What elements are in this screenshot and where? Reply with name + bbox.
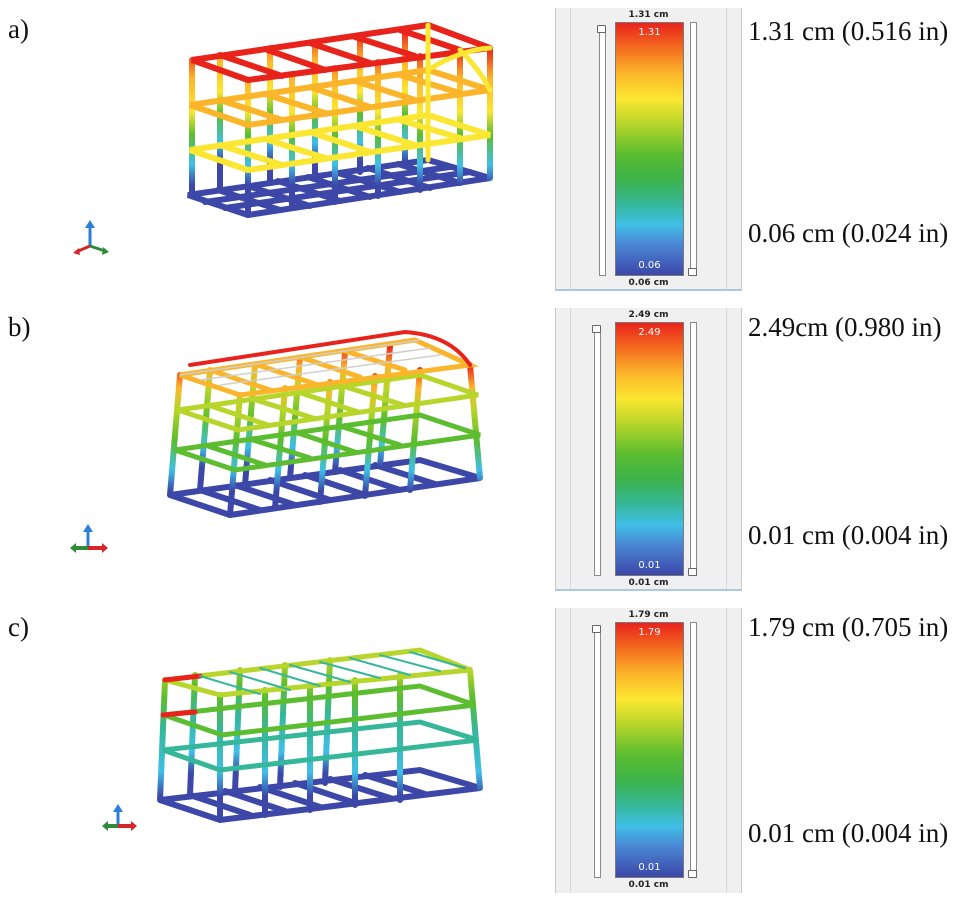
color-legend: 2.49 cm 2.49 0.01 0.01 cm <box>555 308 742 591</box>
legend-bar-max-value: 2.49 <box>638 327 661 338</box>
axis-triad-icon <box>73 220 109 255</box>
legend-slider-left[interactable] <box>594 628 601 878</box>
legend-slider-left-handle[interactable] <box>592 325 601 333</box>
legend-bottom-caption: 0.01 cm <box>628 880 669 890</box>
legend-slider-right-handle[interactable] <box>688 568 697 576</box>
legend-bottom-caption: 0.06 cm <box>628 278 669 288</box>
legend-color-bar: 2.49 0.01 <box>615 322 684 576</box>
legend-slider-left[interactable] <box>599 28 606 276</box>
min-displacement-label: 0.01 cm (0.004 in) <box>748 818 949 848</box>
legend-top-caption: 1.31 cm <box>628 10 669 20</box>
legend-color-bar: 1.79 0.01 <box>615 622 684 878</box>
legend-slider-right[interactable] <box>690 622 697 878</box>
legend-bar-min-value: 0.06 <box>638 260 661 271</box>
min-displacement-label: 0.01 cm (0.004 in) <box>748 520 949 550</box>
legend-bar-min-value: 0.01 <box>638 862 661 873</box>
legend-top-caption: 1.79 cm <box>628 610 669 620</box>
color-legend: 1.79 cm 1.79 0.01 0.01 cm <box>555 608 742 893</box>
panel-label: c) <box>8 612 29 642</box>
legend-slider-right-handle[interactable] <box>688 870 697 878</box>
legend-bar-min-value: 0.01 <box>638 560 661 571</box>
legend-slider-left[interactable] <box>594 328 601 576</box>
panel-c: c) <box>0 600 973 893</box>
legend-slider-right[interactable] <box>690 322 697 576</box>
legend-slider-left-handle[interactable] <box>592 625 601 633</box>
axis-triad-icon <box>102 804 137 831</box>
legend-bar-max-value: 1.79 <box>638 627 661 638</box>
building-frame-model <box>187 21 493 219</box>
legend-bar-max-value: 1.31 <box>638 27 661 38</box>
legend-bottom-caption: 0.01 cm <box>628 578 669 588</box>
max-displacement-label: 1.79 cm (0.705 in) <box>748 612 949 642</box>
min-displacement-label: 0.06 cm (0.024 in) <box>748 218 949 248</box>
axis-triad-icon <box>70 524 108 553</box>
panel-label: b) <box>8 312 31 342</box>
max-displacement-label: 2.49cm (0.980 in) <box>748 312 942 342</box>
legend-slider-right[interactable] <box>690 22 697 276</box>
legend-top-caption: 2.49 cm <box>628 310 669 320</box>
panel-a: a) <box>0 0 973 292</box>
legend-color-bar: 1.31 0.06 <box>615 22 684 276</box>
panel-b: b) <box>0 300 973 592</box>
color-legend: 1.31 cm 1.31 0.06 0.06 cm <box>555 8 742 291</box>
max-displacement-label: 1.31 cm (0.516 in) <box>748 16 949 46</box>
panel-label: a) <box>8 14 29 44</box>
building-frame-model <box>167 329 483 519</box>
legend-slider-left-handle[interactable] <box>597 25 606 33</box>
building-frame-model <box>157 647 483 824</box>
legend-slider-right-handle[interactable] <box>688 268 697 276</box>
